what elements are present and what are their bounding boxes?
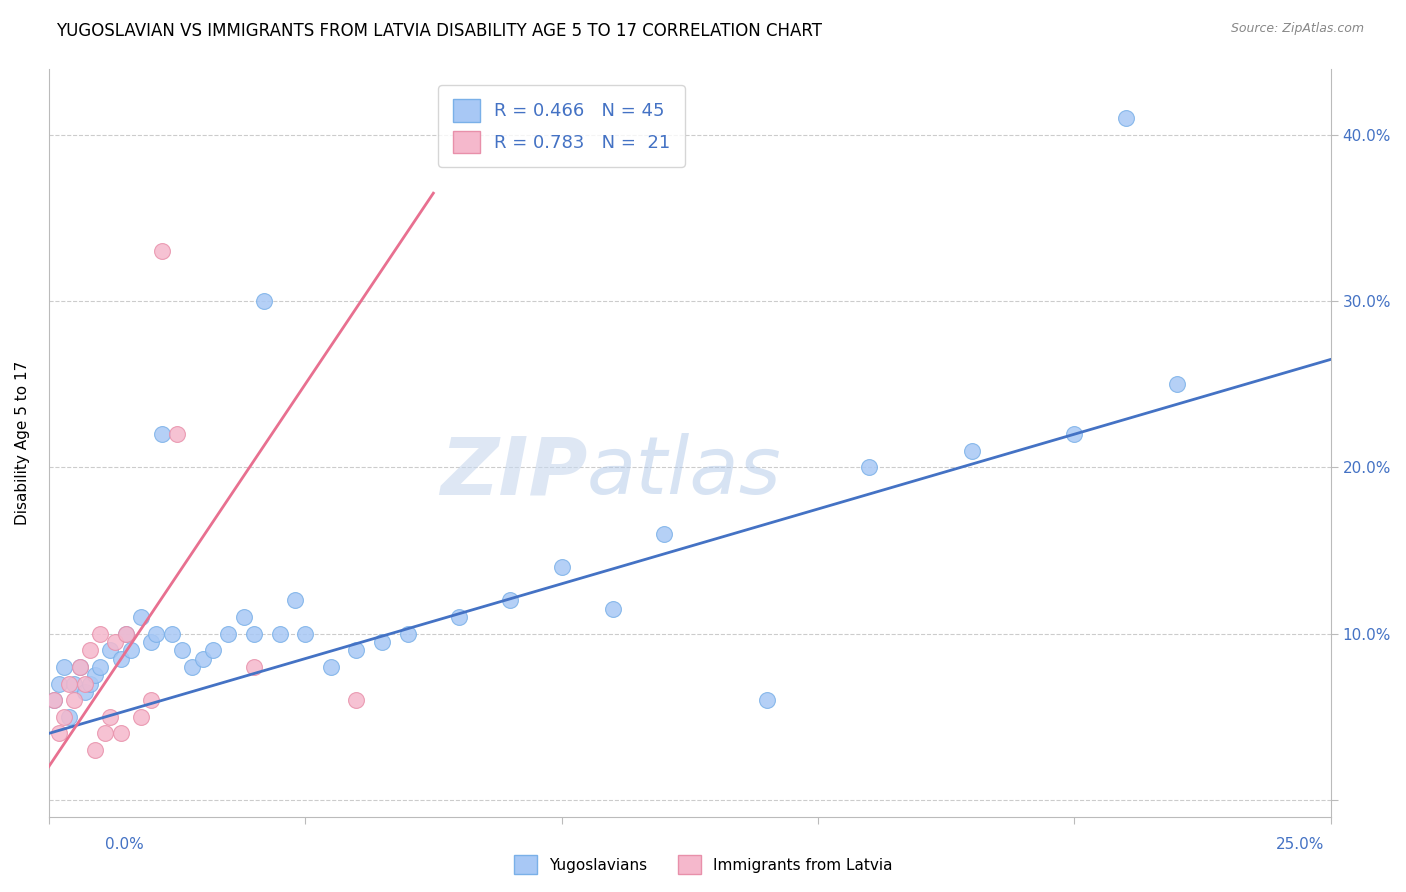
Text: ZIP: ZIP [440, 434, 588, 511]
Point [243, 626, 266, 640]
Point [858, 460, 880, 475]
Point [243, 660, 266, 674]
Legend: Yugoslavians, Immigrants from Latvia: Yugoslavians, Immigrants from Latvia [508, 849, 898, 880]
Point [141, 635, 163, 649]
Point [499, 593, 522, 607]
Point [652, 527, 675, 541]
Point [58, 676, 80, 690]
Point [170, 643, 193, 657]
Point [232, 610, 254, 624]
Point [150, 244, 173, 259]
Point [284, 593, 307, 607]
Point [960, 443, 983, 458]
Point [79, 643, 101, 657]
Point [114, 626, 136, 640]
Point [110, 651, 132, 665]
Point [129, 710, 152, 724]
Point [129, 610, 152, 624]
Point [104, 635, 127, 649]
Text: Source: ZipAtlas.com: Source: ZipAtlas.com [1230, 22, 1364, 36]
Point [73, 676, 96, 690]
Point [319, 660, 342, 674]
Point [42, 693, 65, 707]
Text: 25.0%: 25.0% [1277, 837, 1324, 852]
Point [48, 676, 70, 690]
Point [98, 710, 121, 724]
Point [63, 693, 86, 707]
Point [755, 693, 778, 707]
Point [73, 685, 96, 699]
Point [181, 660, 204, 674]
Point [201, 643, 224, 657]
Point [94, 726, 117, 740]
Text: YUGOSLAVIAN VS IMMIGRANTS FROM LATVIA DISABILITY AGE 5 TO 17 CORRELATION CHART: YUGOSLAVIAN VS IMMIGRANTS FROM LATVIA DI… [56, 22, 823, 40]
Point [1115, 112, 1137, 126]
Point [89, 660, 111, 674]
Point [110, 726, 132, 740]
Point [69, 660, 91, 674]
Point [141, 693, 163, 707]
Point [160, 626, 183, 640]
Point [83, 668, 105, 682]
Point [166, 427, 188, 442]
Legend: R = 0.466   N = 45, R = 0.783   N =  21: R = 0.466 N = 45, R = 0.783 N = 21 [439, 85, 685, 167]
Point [344, 643, 367, 657]
Point [217, 626, 239, 640]
Point [83, 743, 105, 757]
Point [53, 710, 76, 724]
Point [69, 660, 91, 674]
Point [150, 427, 173, 442]
Point [53, 660, 76, 674]
Point [602, 601, 624, 615]
Point [447, 610, 470, 624]
Point [42, 693, 65, 707]
Point [114, 626, 136, 640]
Point [98, 643, 121, 657]
Point [58, 710, 80, 724]
Point [145, 626, 167, 640]
Point [120, 643, 142, 657]
Point [79, 676, 101, 690]
Point [344, 693, 367, 707]
Text: atlas: atlas [588, 434, 782, 511]
Point [191, 651, 214, 665]
Point [1166, 377, 1188, 392]
Point [63, 676, 86, 690]
Point [550, 560, 572, 574]
Point [48, 726, 70, 740]
Point [396, 626, 419, 640]
Text: 0.0%: 0.0% [105, 837, 145, 852]
Y-axis label: Disability Age 5 to 17: Disability Age 5 to 17 [15, 360, 30, 524]
Point [89, 626, 111, 640]
Point [253, 294, 276, 309]
Point [269, 626, 291, 640]
Point [294, 626, 316, 640]
Point [1063, 427, 1085, 442]
Point [371, 635, 394, 649]
